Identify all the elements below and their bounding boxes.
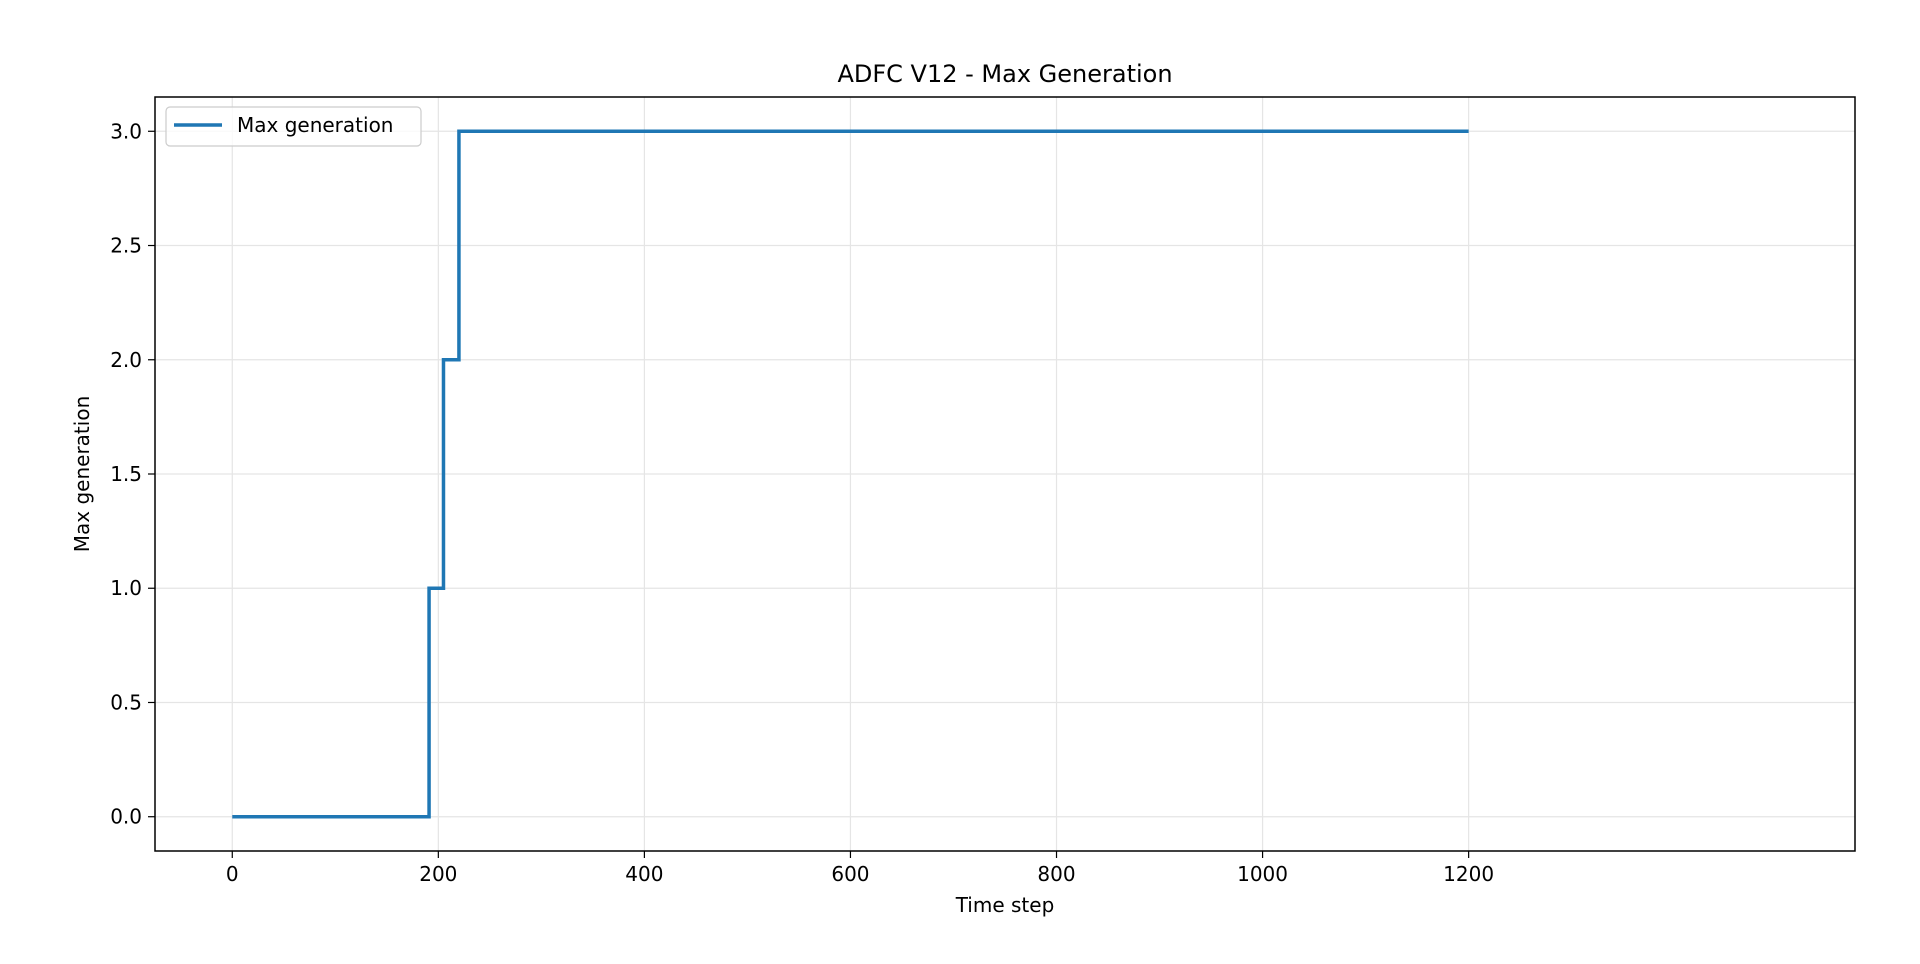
y-tick-label: 3.0 <box>110 119 142 143</box>
x-axis-label: Time step <box>955 893 1055 917</box>
chart-title: ADFC V12 - Max Generation <box>837 60 1172 88</box>
legend-box <box>165 106 422 147</box>
ticks-layer: 0 200 400 600 800 1000 1200 0.0 0.5 1.0 1.5 2.0 2.5 3… <box>110 119 1494 886</box>
x-tick-label: 600 <box>831 862 869 886</box>
x-tick-label: 1200 <box>1443 862 1494 886</box>
x-tick-label: 800 <box>1037 862 1075 886</box>
y-tick-label: 1.5 <box>110 462 142 486</box>
legend-label: Max generation <box>237 113 393 137</box>
y-tick-label: 1.0 <box>110 576 142 600</box>
x-tick-label: 1000 <box>1237 862 1288 886</box>
legend: Max generation <box>165 106 422 147</box>
y-tick-label: 0.0 <box>110 805 142 829</box>
x-tick-label: 0 <box>226 862 239 886</box>
y-tick-label: 2.0 <box>110 348 142 372</box>
series-line-1 <box>232 129 1469 819</box>
series-layer <box>232 129 1469 819</box>
x-tick-label: 400 <box>625 862 663 886</box>
y-tick-label: 0.5 <box>110 690 142 714</box>
y-tick-label: 2.5 <box>110 234 142 258</box>
y-axis-label: Max generation <box>70 396 94 552</box>
x-tick-label: 200 <box>419 862 457 886</box>
